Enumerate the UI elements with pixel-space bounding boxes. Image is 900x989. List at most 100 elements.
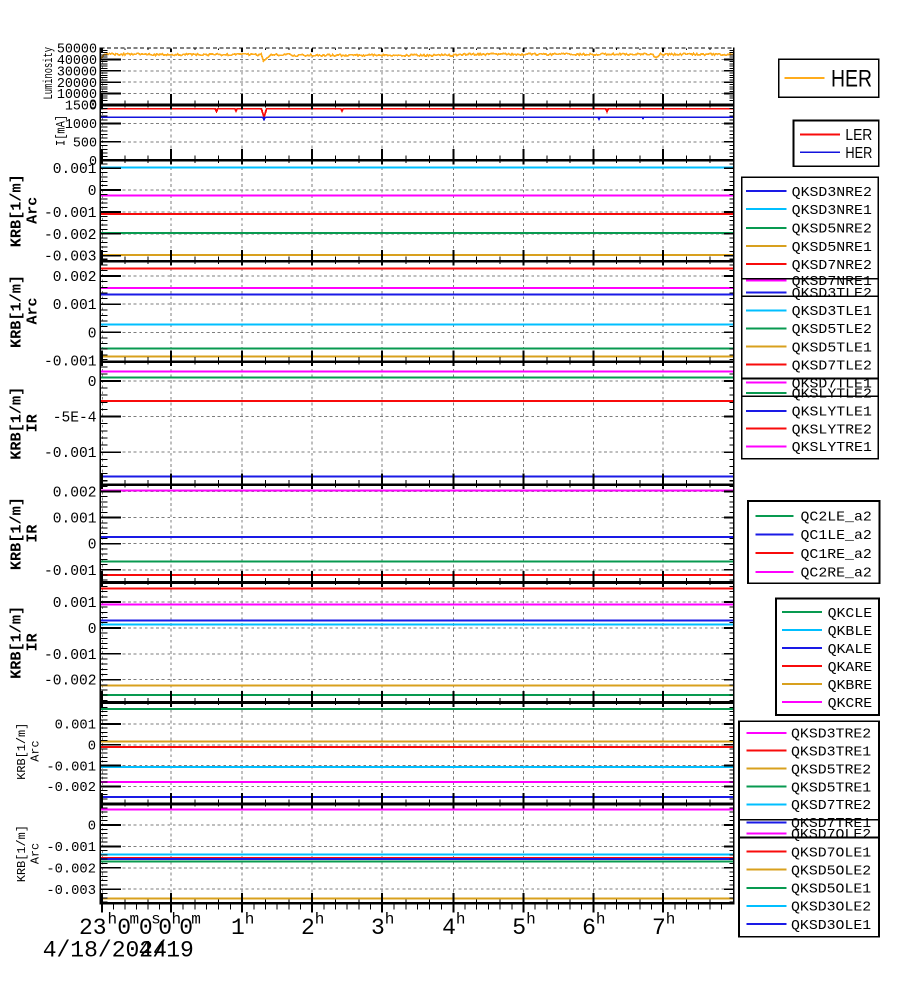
svg-text:-0.003: -0.003	[44, 250, 97, 266]
svg-text:QKARE: QKARE	[828, 660, 873, 676]
svg-text:20000: 20000	[57, 77, 97, 92]
svg-text:QKSLYTRE2: QKSLYTRE2	[792, 422, 872, 438]
svg-text:4: 4	[442, 915, 456, 941]
svg-text:0: 0	[88, 622, 97, 638]
svg-text:4/19: 4/19	[139, 937, 194, 963]
svg-text:-0.001: -0.001	[44, 564, 97, 580]
svg-text:KRB[1/m]: KRB[1/m]	[9, 497, 26, 570]
svg-text:7: 7	[652, 915, 666, 941]
svg-text:IR: IR	[25, 633, 42, 651]
svg-text:0: 0	[88, 538, 97, 554]
svg-text:QKSD3TLE2: QKSD3TLE2	[792, 286, 872, 302]
svg-text:0: 0	[88, 375, 97, 391]
svg-text:h: h	[172, 911, 182, 929]
svg-text:2: 2	[301, 915, 315, 941]
svg-text:IR: IR	[25, 414, 42, 432]
svg-text:-0.002: -0.002	[46, 863, 96, 878]
svg-text:QKSD5OLE2: QKSD5OLE2	[791, 863, 871, 879]
svg-text:Arc: Arc	[28, 740, 42, 761]
svg-text:h: h	[315, 911, 325, 929]
svg-text:-0.001: -0.001	[44, 446, 97, 462]
svg-text:1: 1	[231, 915, 245, 941]
svg-text:m: m	[130, 911, 140, 929]
svg-text:QKSD7TLE1: QKSD7TLE1	[792, 376, 872, 392]
svg-text:QKSD7TLE2: QKSD7TLE2	[792, 358, 872, 374]
svg-text:4/18/2024: 4/18/2024	[43, 937, 167, 963]
svg-text:KRB[1/m]: KRB[1/m]	[15, 825, 29, 882]
svg-text:-0.002: -0.002	[46, 781, 96, 796]
svg-text:h: h	[385, 911, 395, 929]
svg-text:0: 0	[117, 915, 131, 941]
svg-text:0.001: 0.001	[53, 162, 97, 178]
svg-text:0: 0	[89, 99, 97, 114]
svg-text:0: 0	[158, 915, 172, 941]
svg-text:QKSD3TRE1: QKSD3TRE1	[791, 744, 871, 760]
svg-text:0: 0	[89, 155, 97, 170]
svg-text:23: 23	[79, 915, 107, 941]
svg-text:0: 0	[139, 915, 153, 941]
svg-text:HER: HER	[845, 145, 872, 162]
svg-text:1000: 1000	[65, 118, 97, 133]
svg-text:h: h	[456, 911, 466, 929]
svg-text:Arc: Arc	[28, 843, 42, 864]
svg-text:-0.001: -0.001	[46, 841, 96, 856]
svg-text:0.002: 0.002	[53, 270, 97, 286]
svg-text:QKSD5TLE2: QKSD5TLE2	[792, 322, 872, 338]
svg-text:QKALE: QKALE	[828, 642, 873, 658]
svg-text:-0.002: -0.002	[44, 228, 97, 244]
svg-text:QKSD7OLE1: QKSD7OLE1	[791, 845, 871, 861]
svg-text:QKSD3NRE1: QKSD3NRE1	[792, 203, 872, 219]
svg-text:0.001: 0.001	[53, 298, 97, 314]
svg-text:IR: IR	[25, 525, 42, 543]
svg-text:QKSD7NRE2: QKSD7NRE2	[792, 258, 872, 274]
svg-text:3: 3	[371, 915, 385, 941]
svg-text:QKSD5OLE1: QKSD5OLE1	[791, 882, 871, 898]
svg-text:s: s	[151, 911, 161, 929]
svg-text:0: 0	[179, 915, 193, 941]
svg-text:KRB[1/m]: KRB[1/m]	[15, 723, 29, 780]
svg-text:0.001: 0.001	[53, 596, 97, 612]
svg-text:KRB[1/m]: KRB[1/m]	[9, 606, 26, 679]
svg-text:h: h	[666, 911, 676, 929]
svg-text:QKBRE: QKBRE	[828, 678, 873, 694]
svg-text:QKSD5TRE2: QKSD5TRE2	[791, 762, 871, 778]
svg-text:QC1RE_a2: QC1RE_a2	[801, 547, 872, 563]
svg-text:-0.001: -0.001	[44, 206, 97, 222]
svg-text:0: 0	[88, 820, 96, 835]
svg-text:40000: 40000	[57, 54, 97, 69]
svg-text:500: 500	[73, 136, 97, 151]
svg-text:QKSD5NRE1: QKSD5NRE1	[792, 240, 872, 256]
svg-text:30000: 30000	[57, 65, 97, 80]
svg-text:5: 5	[512, 915, 526, 941]
svg-text:QKSLYTLE2: QKSLYTLE2	[792, 387, 872, 403]
svg-text:QC2LE_a2: QC2LE_a2	[801, 510, 872, 526]
svg-text:QKSD3OLE2: QKSD3OLE2	[791, 900, 871, 916]
svg-text:QC2RE_a2: QC2RE_a2	[801, 566, 872, 582]
svg-text:QKBLE: QKBLE	[828, 624, 873, 640]
svg-text:QKSD5TLE1: QKSD5TLE1	[792, 340, 872, 356]
svg-text:m: m	[191, 911, 201, 929]
svg-text:QKSD5TRE1: QKSD5TRE1	[791, 780, 871, 796]
svg-text:I[mA]: I[mA]	[54, 115, 69, 146]
svg-text:0: 0	[88, 740, 96, 755]
svg-text:-0.001: -0.001	[46, 760, 96, 775]
svg-text:-0.001: -0.001	[44, 648, 97, 664]
svg-text:1500: 1500	[65, 100, 97, 115]
svg-text:h: h	[596, 911, 606, 929]
svg-text:QKSD3NRE2: QKSD3NRE2	[792, 185, 872, 201]
svg-text:6: 6	[582, 915, 596, 941]
svg-text:QKCLE: QKCLE	[828, 606, 873, 622]
svg-text:0: 0	[88, 326, 97, 342]
svg-text:QKSD3TLE1: QKSD3TLE1	[792, 304, 872, 320]
svg-text:QKCRE: QKCRE	[828, 696, 873, 712]
svg-text:QC1LE_a2: QC1LE_a2	[801, 528, 872, 544]
svg-text:-5E-4: -5E-4	[53, 411, 97, 427]
svg-text:LER: LER	[845, 127, 872, 144]
svg-text:QKSD3OLE1: QKSD3OLE1	[791, 918, 871, 934]
svg-text:QKSD3TRE2: QKSD3TRE2	[791, 727, 871, 743]
svg-text:QKSD5NRE2: QKSD5NRE2	[792, 222, 872, 238]
svg-text:QKSLYTRE1: QKSLYTRE1	[792, 440, 872, 456]
svg-text:-0.001: -0.001	[44, 354, 97, 370]
svg-text:QKSLYTLE1: QKSLYTLE1	[792, 405, 872, 421]
svg-text:-0.003: -0.003	[46, 884, 96, 899]
